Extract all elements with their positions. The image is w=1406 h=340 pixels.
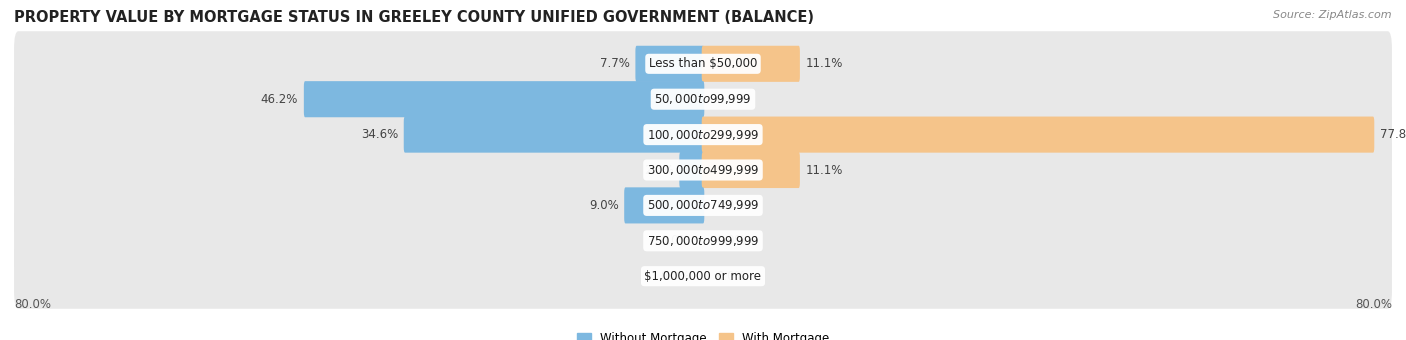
Text: $750,000 to $999,999: $750,000 to $999,999 [647, 234, 759, 248]
FancyBboxPatch shape [14, 173, 1392, 238]
Text: $300,000 to $499,999: $300,000 to $499,999 [647, 163, 759, 177]
FancyBboxPatch shape [702, 152, 800, 188]
FancyBboxPatch shape [14, 208, 1392, 273]
Text: 0.0%: 0.0% [716, 234, 745, 247]
Text: 0.0%: 0.0% [716, 199, 745, 212]
Text: 0.0%: 0.0% [661, 234, 690, 247]
FancyBboxPatch shape [14, 67, 1392, 132]
Legend: Without Mortgage, With Mortgage: Without Mortgage, With Mortgage [572, 328, 834, 340]
Text: 34.6%: 34.6% [361, 128, 398, 141]
FancyBboxPatch shape [14, 31, 1392, 96]
Text: $1,000,000 or more: $1,000,000 or more [644, 270, 762, 283]
Text: 7.7%: 7.7% [600, 57, 630, 70]
Text: $500,000 to $749,999: $500,000 to $749,999 [647, 199, 759, 212]
Text: 0.0%: 0.0% [716, 270, 745, 283]
FancyBboxPatch shape [304, 81, 704, 117]
Text: $50,000 to $99,999: $50,000 to $99,999 [654, 92, 752, 106]
FancyBboxPatch shape [404, 117, 704, 153]
Text: 9.0%: 9.0% [589, 199, 619, 212]
Text: Less than $50,000: Less than $50,000 [648, 57, 758, 70]
Text: 0.0%: 0.0% [661, 270, 690, 283]
FancyBboxPatch shape [624, 187, 704, 223]
FancyBboxPatch shape [636, 46, 704, 82]
FancyBboxPatch shape [702, 117, 1374, 153]
Text: 80.0%: 80.0% [1355, 298, 1392, 311]
Text: 77.8%: 77.8% [1379, 128, 1406, 141]
FancyBboxPatch shape [14, 137, 1392, 203]
FancyBboxPatch shape [14, 102, 1392, 167]
Text: 11.1%: 11.1% [806, 57, 842, 70]
Text: 80.0%: 80.0% [14, 298, 51, 311]
Text: PROPERTY VALUE BY MORTGAGE STATUS IN GREELEY COUNTY UNIFIED GOVERNMENT (BALANCE): PROPERTY VALUE BY MORTGAGE STATUS IN GRE… [14, 10, 814, 25]
Text: 0.0%: 0.0% [716, 93, 745, 106]
Text: 2.6%: 2.6% [644, 164, 673, 176]
FancyBboxPatch shape [679, 152, 704, 188]
Text: 11.1%: 11.1% [806, 164, 842, 176]
Text: 46.2%: 46.2% [262, 93, 298, 106]
Text: Source: ZipAtlas.com: Source: ZipAtlas.com [1274, 10, 1392, 20]
FancyBboxPatch shape [14, 244, 1392, 309]
FancyBboxPatch shape [702, 46, 800, 82]
Text: $100,000 to $299,999: $100,000 to $299,999 [647, 128, 759, 141]
